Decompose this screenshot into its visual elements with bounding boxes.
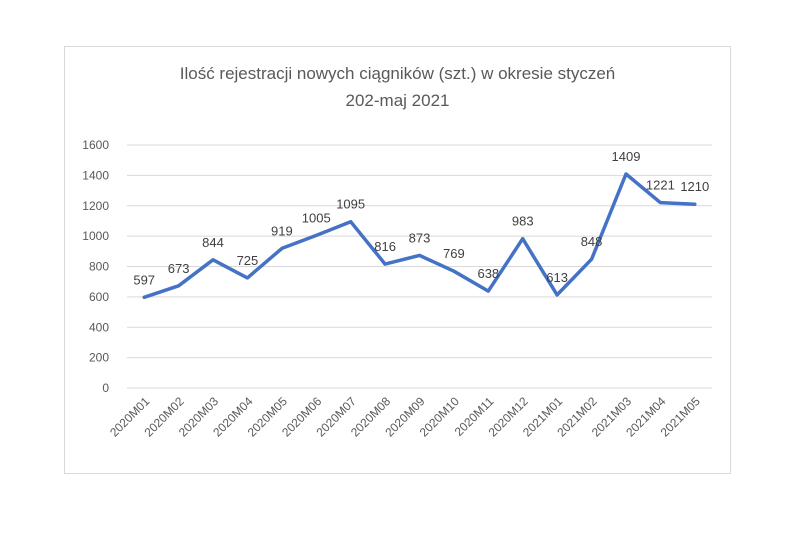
y-tick-label: 200: [89, 351, 109, 365]
y-tick-label: 1400: [82, 168, 109, 182]
data-label: 1210: [680, 179, 709, 194]
data-label: 725: [237, 253, 259, 268]
data-point: [486, 289, 490, 293]
data-point: [658, 201, 662, 205]
data-point: [211, 258, 215, 262]
data-point: [349, 220, 353, 224]
data-label: 983: [512, 214, 534, 229]
chart-title: Ilość rejestracji nowych ciągników (szt.…: [64, 60, 731, 114]
data-point: [624, 172, 628, 176]
data-label: 1095: [336, 197, 365, 212]
data-label: 638: [477, 266, 499, 281]
data-point: [693, 202, 697, 206]
data-label: 816: [374, 239, 396, 254]
data-label: 844: [202, 235, 224, 250]
data-point: [245, 276, 249, 280]
data-point: [142, 295, 146, 299]
data-labels: 597 673 844 725 919 1005 1095 816 873 769 638 983 61…: [133, 149, 709, 287]
data-label: 597: [133, 272, 155, 287]
y-tick-label: 600: [89, 290, 109, 304]
y-tick-label: 400: [89, 320, 109, 334]
data-label: 1005: [302, 210, 331, 225]
x-axis: 2020M012020M022020M032020M042020M052020M…: [107, 394, 703, 440]
y-axis: 0 200 400 600 800 1000 1200 1400 1600: [82, 138, 109, 395]
data-label: 613: [546, 270, 568, 285]
gridlines: [127, 144, 712, 389]
data-point: [177, 284, 181, 288]
data-label: 673: [168, 261, 190, 276]
y-tick-label: 1600: [82, 138, 109, 152]
data-point: [555, 293, 559, 297]
data-label: 1221: [646, 178, 675, 193]
y-tick-label: 1000: [82, 229, 109, 243]
series: [142, 172, 697, 300]
y-tick-label: 1200: [82, 199, 109, 213]
y-tick-label: 0: [102, 381, 109, 395]
data-point: [383, 262, 387, 266]
data-point: [452, 269, 456, 273]
data-point: [418, 253, 421, 257]
y-tick-label: 800: [89, 260, 109, 274]
data-label: 873: [409, 230, 431, 245]
data-point: [521, 237, 525, 241]
data-point: [590, 257, 594, 261]
chart-title-line-1: Ilość rejestracji nowych ciągników (szt.…: [179, 64, 616, 83]
data-point: [314, 233, 318, 237]
data-label: 1409: [612, 149, 641, 164]
data-label: 848: [581, 234, 603, 249]
chart-title-line-2: 202-maj 2021: [345, 91, 450, 110]
data-point: [280, 246, 284, 250]
data-label: 769: [443, 246, 465, 261]
data-label: 919: [271, 223, 293, 238]
